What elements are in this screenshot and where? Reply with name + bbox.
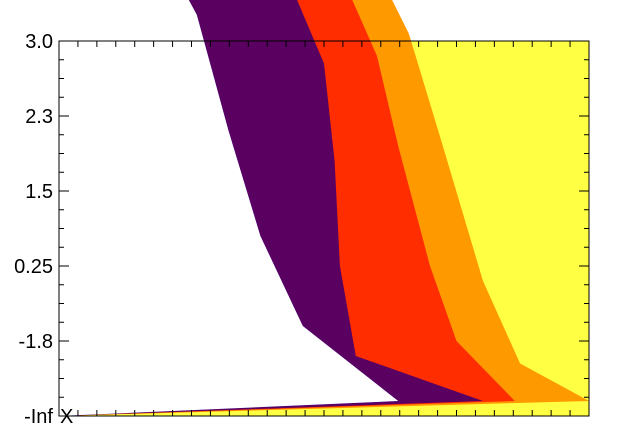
- x-axis-label: X: [60, 406, 73, 423]
- y-tick-label: 1.5: [25, 181, 53, 203]
- heatmap-bands: [59, 0, 589, 416]
- y-tick-label: 2.3: [25, 106, 53, 128]
- y-tick-label: -Inf: [24, 406, 53, 423]
- band-background: [59, 0, 399, 416]
- y-tick-label: -1.8: [19, 331, 53, 353]
- axis-ticks: [59, 41, 589, 416]
- y-tick-label: 3.0: [25, 31, 53, 53]
- y-tick-labels: -Inf -1.8 0.25 1.5 2.3 3.0: [14, 31, 53, 423]
- y-tick-label: 0.25: [14, 256, 53, 278]
- plot-area: -Inf -1.8 0.25 1.5 2.3 3.0 X: [14, 0, 590, 423]
